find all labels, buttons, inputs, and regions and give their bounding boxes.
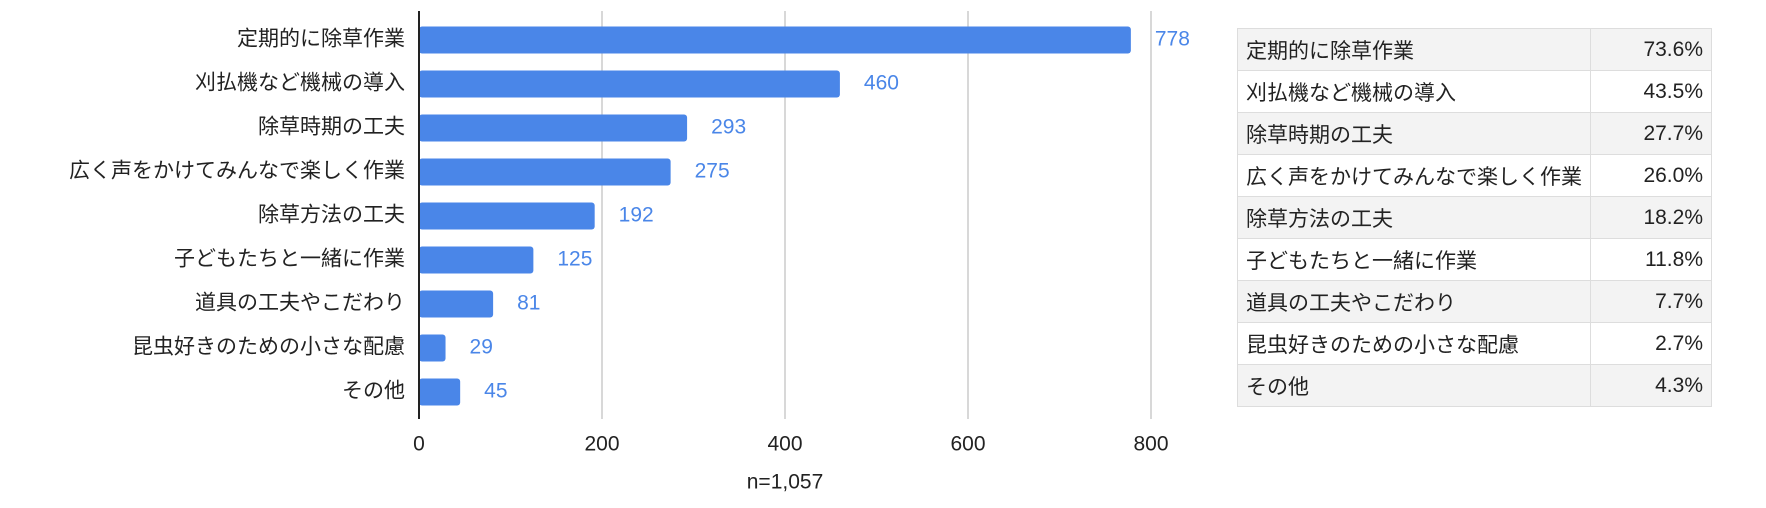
bar <box>419 334 446 362</box>
value-label: 275 <box>695 160 730 183</box>
label-cell: 子どもたちと一緒に作業 <box>1237 238 1591 281</box>
table-row: 道具の工夫やこだわり 7.7% <box>1237 280 1712 323</box>
y-tick-label: 昆虫好きのための小さな配慮 <box>132 336 405 359</box>
table-row: 定期的に除草作業 73.6% <box>1237 28 1712 71</box>
value-label: 460 <box>864 72 899 95</box>
label-cell: 昆虫好きのための小さな配慮 <box>1237 322 1591 365</box>
percent-cell: 2.7% <box>1590 322 1712 365</box>
percent-cell: 43.5% <box>1590 70 1712 113</box>
bar <box>419 26 1131 54</box>
y-tick-label: 刈払機など機械の導入 <box>195 72 405 95</box>
bar <box>419 114 688 142</box>
table: 定期的に除草作業 73.6% 刈払機など機械の導入 43.5% 除草時期の工夫 27.7%… <box>1237 28 1712 407</box>
table-row: 昆虫好きのための小さな配慮 2.7% <box>1237 322 1712 365</box>
percent-cell: 11.8% <box>1590 238 1712 281</box>
label-cell: 定期的に除草作業 <box>1237 28 1591 71</box>
x-axis-label: n=1,057 <box>747 471 824 494</box>
bar <box>419 378 461 406</box>
y-tick-label: 道具の工夫やこだわり <box>195 292 405 315</box>
label-cell: その他 <box>1237 364 1591 407</box>
value-label: 81 <box>517 292 540 315</box>
value-label: 293 <box>711 116 746 139</box>
label-cell: 除草方法の工夫 <box>1237 196 1591 239</box>
value-label: 45 <box>484 380 507 403</box>
table-row: 除草方法の工夫 18.2% <box>1237 196 1712 239</box>
label-cell: 広く声をかけてみんなで楽しく作業 <box>1237 154 1591 197</box>
y-tick-label: 子どもたちと一緒に作業 <box>174 248 405 271</box>
y-tick-label: 除草時期の工夫 <box>258 116 405 139</box>
x-tick-label: 600 <box>950 433 985 456</box>
table-row: 刈払機など機械の導入 43.5% <box>1237 70 1712 113</box>
label-cell: 除草時期の工夫 <box>1237 112 1591 155</box>
bar <box>419 158 671 186</box>
x-tick-label: 0 <box>413 433 425 456</box>
table-row: その他 4.3% <box>1237 364 1712 407</box>
label-cell: 道具の工夫やこだわり <box>1237 280 1591 323</box>
table-row: 子どもたちと一緒に作業 11.8% <box>1237 238 1712 281</box>
y-tick-label: 除草方法の工夫 <box>258 204 405 227</box>
percent-cell: 73.6% <box>1590 28 1712 71</box>
y-tick-label: その他 <box>342 380 405 403</box>
x-tick-label: 800 <box>1133 433 1168 456</box>
y-tick-label: 定期的に除草作業 <box>237 28 405 51</box>
value-label: 192 <box>619 204 654 227</box>
bar <box>419 246 534 274</box>
y-tick-label: 広く声をかけてみんなで楽しく作業 <box>69 160 405 183</box>
percent-cell: 4.3% <box>1590 364 1712 407</box>
percent-cell: 26.0% <box>1590 154 1712 197</box>
value-label: 778 <box>1155 28 1190 51</box>
table-row: 広く声をかけてみんなで楽しく作業 26.0% <box>1237 154 1712 197</box>
value-label: 125 <box>557 248 592 271</box>
percent-cell: 18.2% <box>1590 196 1712 239</box>
x-tick-label: 400 <box>767 433 802 456</box>
bar <box>419 290 494 318</box>
value-label: 29 <box>470 336 493 359</box>
x-tick-label: 200 <box>584 433 619 456</box>
bar <box>419 70 840 98</box>
table-row: 除草時期の工夫 27.7% <box>1237 112 1712 155</box>
percent-cell: 27.7% <box>1590 112 1712 155</box>
label-cell: 刈払機など機械の導入 <box>1237 70 1591 113</box>
bar <box>419 202 595 230</box>
chart: n=1,057 0 200 400 600 800 定期的に除草作業 778 刈払機など機械の… <box>69 11 1190 494</box>
percent-cell: 7.7% <box>1590 280 1712 323</box>
